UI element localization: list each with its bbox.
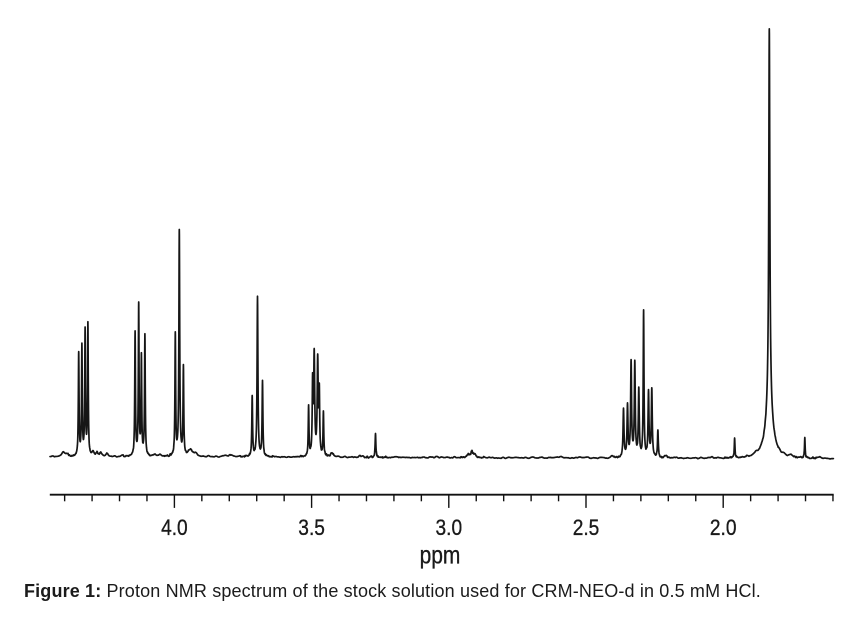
svg-text:3.5: 3.5 <box>298 516 325 541</box>
svg-text:2.0: 2.0 <box>710 516 737 541</box>
svg-text:3.0: 3.0 <box>436 516 463 541</box>
svg-text:4.0: 4.0 <box>161 516 188 541</box>
svg-text:ppm: ppm <box>420 541 461 569</box>
svg-text:2.5: 2.5 <box>573 516 600 541</box>
